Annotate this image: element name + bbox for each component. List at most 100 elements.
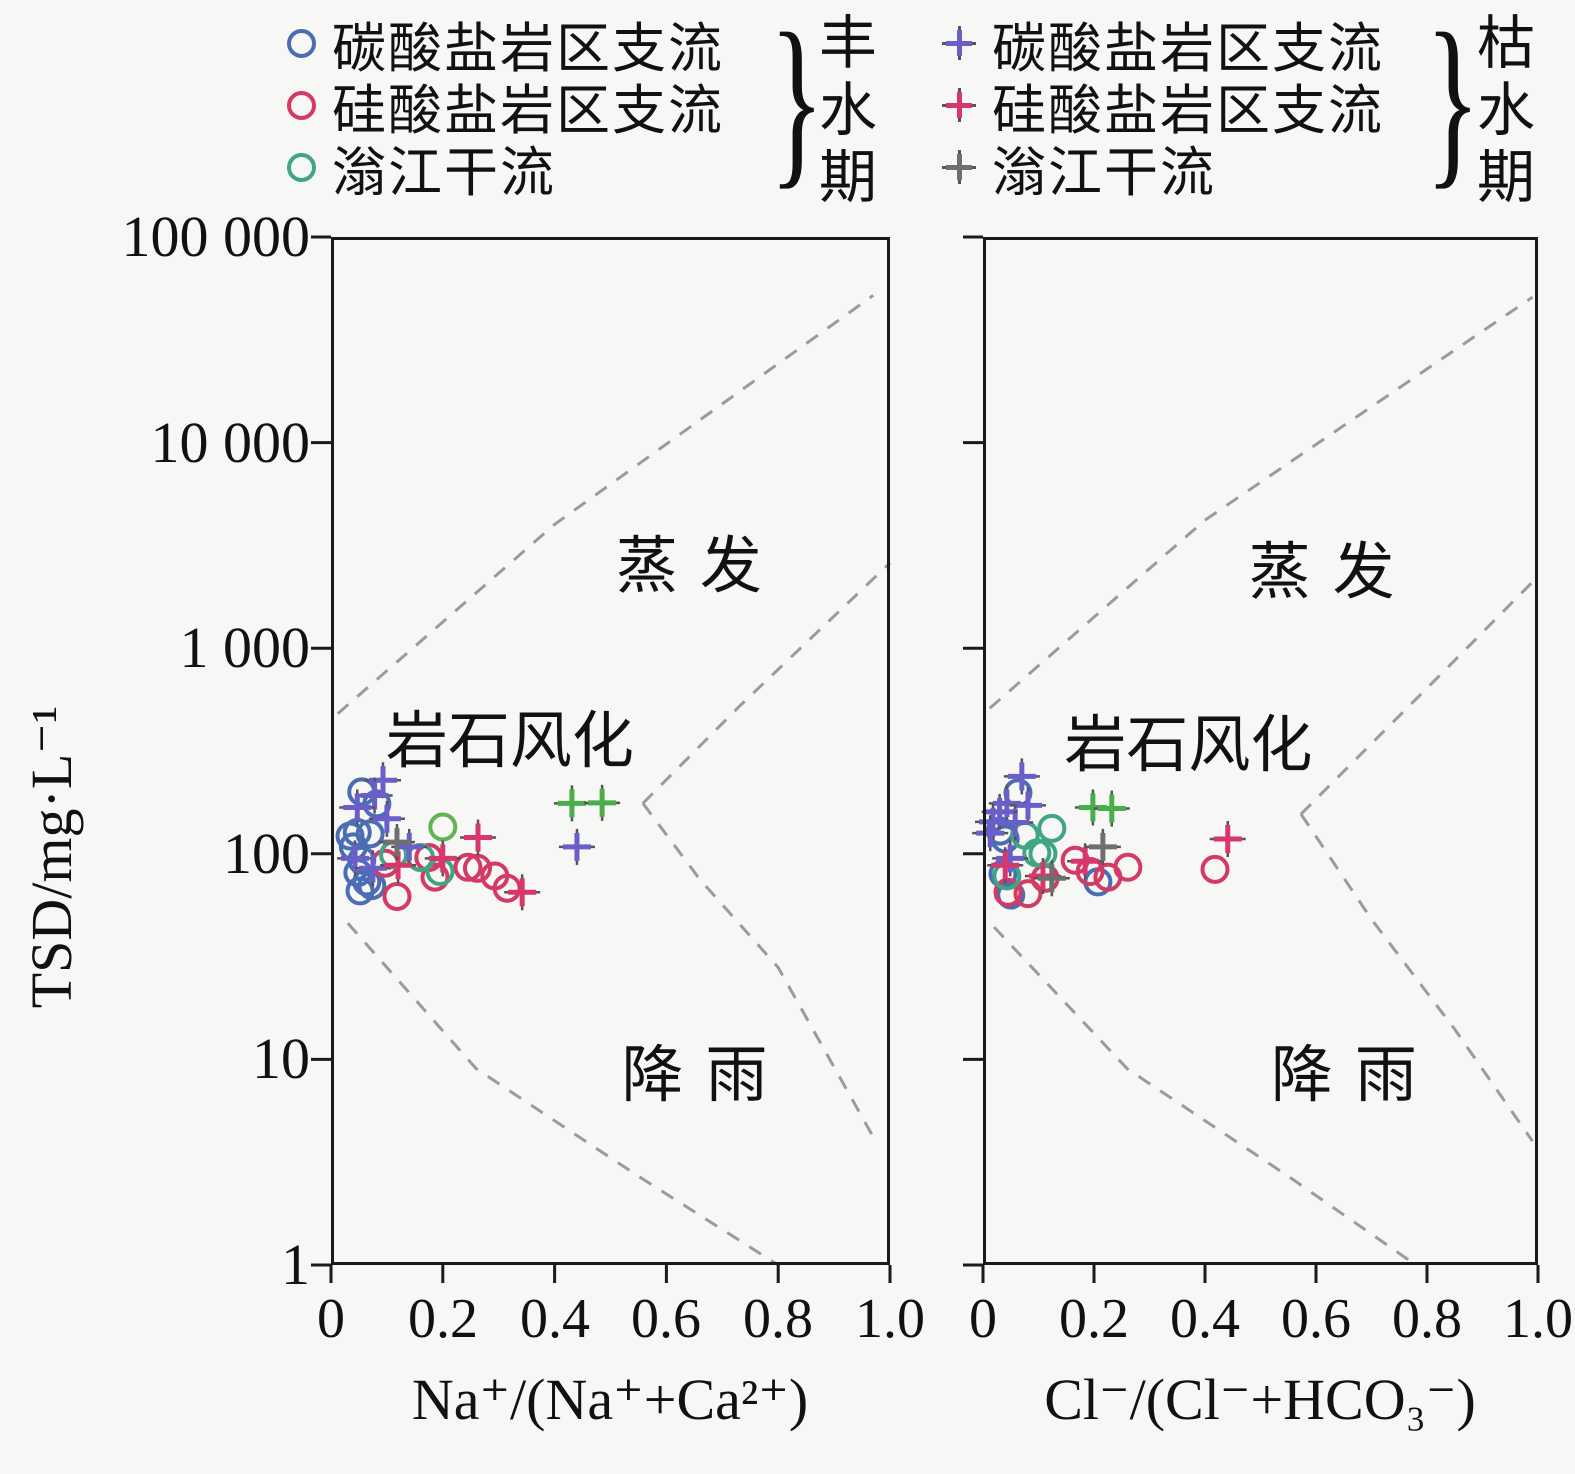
legend-row: 碳酸盐岩区支流 — [942, 12, 1384, 79]
data-point-plus — [356, 777, 393, 814]
legend-label: 滃江干流 — [992, 142, 1216, 203]
data-point-circle — [996, 880, 1026, 910]
zone-label: 降雨 — [621, 1041, 790, 1110]
legend-row: 硅酸盐岩区支流 — [942, 74, 1384, 141]
legend-row: 滃江干流 — [942, 136, 1384, 203]
data-point-plus — [972, 815, 1009, 852]
data-point-circle — [492, 873, 522, 903]
legend-row: 硅酸盐岩区支流 — [287, 74, 724, 141]
y-tick-label: 1 000 — [179, 615, 311, 680]
x-tick-label: 0.2 — [1059, 1288, 1129, 1350]
data-point-plus — [1033, 860, 1070, 897]
x-axis-title-left: Na⁺/(Na⁺+Ca²⁺) — [411, 1367, 809, 1432]
data-point-plus — [378, 824, 415, 861]
legend-brace: } — [769, 0, 825, 205]
data-point-circle — [428, 812, 458, 842]
y-tick-label: 100 — [223, 821, 310, 886]
data-point-circle — [1113, 852, 1143, 882]
x-tick-label: 0.6 — [1281, 1288, 1351, 1350]
data-point-plus — [337, 840, 374, 877]
data-point-plus — [354, 850, 391, 887]
plus-marker-icon — [942, 150, 976, 184]
y-tick-label: 10 000 — [150, 410, 311, 475]
data-point-circle — [382, 881, 412, 911]
legend-dry-season: 碳酸盐岩区支流 硅酸盐岩区支流 滃江干流 — [942, 12, 1384, 203]
data-point-plus — [339, 789, 376, 826]
data-point-plus — [504, 874, 541, 911]
x-tick-label: 0.6 — [631, 1288, 701, 1350]
gibbs-panel-right: 蒸发岩石风化降雨 — [963, 235, 1540, 1283]
data-point-plus — [553, 785, 590, 822]
y-tick-label: 10 — [252, 1026, 310, 1091]
panel-svg — [311, 235, 892, 1283]
x-axis-title-right: Cl⁻/(Cl⁻+HCO₃⁻) — [1044, 1367, 1476, 1432]
boundary-dashed-line-middle-lower-branch — [1299, 813, 1534, 1143]
panel-border — [331, 237, 890, 1265]
x-tick-label: 1.0 — [1503, 1288, 1573, 1350]
plus-marker-icon — [942, 26, 976, 60]
circle-marker-icon — [287, 152, 316, 182]
legend-label: 碳酸盐岩区支流 — [992, 18, 1384, 79]
data-point-plus — [1093, 790, 1130, 827]
y-tick-label: 1 — [281, 1232, 310, 1297]
zone-label: 岩石风化 — [385, 707, 634, 776]
data-point-plus — [584, 784, 621, 821]
boundary-dashed-line-middle-upper-branch — [641, 561, 892, 805]
data-point-plus — [1003, 758, 1040, 795]
x-tick-label: 0.4 — [1170, 1288, 1240, 1350]
data-point-circle — [1013, 879, 1043, 909]
data-point-plus — [368, 800, 405, 837]
zone-label: 降雨 — [1270, 1041, 1439, 1110]
x-tick-label: 1.0 — [855, 1288, 925, 1350]
data-point-plus — [981, 793, 1018, 830]
data-point-plus — [460, 819, 497, 856]
legend-label: 硅酸盐岩区支流 — [992, 80, 1384, 141]
boundary-dashed-line-middle-upper-branch — [1299, 580, 1534, 816]
boundary-dashed-line-lower-rainfall-line — [993, 926, 1417, 1267]
data-point-circle — [1037, 813, 1067, 843]
legend-label: 滃江干流 — [332, 142, 556, 203]
legend-row: 碳酸盐岩区支流 — [287, 12, 724, 79]
data-point-plus — [424, 840, 461, 877]
circle-marker-icon — [287, 28, 316, 58]
data-point-plus — [987, 847, 1024, 884]
zone-label: 岩石风化 — [1064, 712, 1313, 781]
panel-svg — [963, 235, 1540, 1283]
data-point-plus — [1084, 828, 1121, 865]
data-point-circle — [462, 853, 492, 883]
x-tick-label: 0.2 — [408, 1288, 478, 1350]
x-tick-label: 0 — [969, 1288, 997, 1350]
data-point-plus — [1067, 843, 1104, 880]
data-point-plus — [1209, 821, 1246, 858]
legend-group-dry: 枯水期 — [1476, 11, 1535, 210]
x-tick-label: 0.4 — [520, 1288, 590, 1350]
x-tick-label: 0 — [317, 1288, 345, 1350]
boundary-dashed-line-upper-evaporation-line — [336, 294, 875, 715]
data-point-circle — [420, 862, 450, 892]
x-tick-label: 0.8 — [743, 1288, 813, 1350]
data-point-circle — [345, 876, 375, 906]
data-point-circle — [453, 852, 483, 882]
legend-group-wet: 丰水期 — [818, 11, 877, 210]
gibbs-panel-left: 蒸发岩石风化降雨 — [311, 235, 892, 1283]
zone-label: 蒸发 — [615, 532, 784, 601]
data-point-circle — [1200, 854, 1230, 884]
boundary-dashed-line-upper-evaporation-line — [988, 295, 1534, 710]
panel-border — [983, 237, 1538, 1265]
data-point-plus — [997, 804, 1034, 841]
circle-marker-icon — [287, 90, 316, 120]
legend-row: 滃江干流 — [287, 136, 724, 203]
legend-wet-season: 碳酸盐岩区支流 硅酸盐岩区支流 滃江干流 — [287, 12, 724, 203]
plus-marker-icon — [942, 88, 976, 122]
zone-label: 蒸发 — [1248, 539, 1417, 608]
x-tick-label: 0.8 — [1392, 1288, 1462, 1350]
data-point-plus — [558, 828, 595, 865]
data-point-plus — [391, 828, 428, 865]
legend-label: 碳酸盐岩区支流 — [332, 18, 724, 79]
data-point-circle — [993, 877, 1023, 907]
y-axis-title: TSD/mg·L⁻¹ — [19, 705, 84, 1009]
boundary-dashed-line-lower-rainfall-line — [346, 922, 780, 1267]
legend-brace: } — [1425, 0, 1481, 205]
y-tick-label: 100 000 — [121, 204, 311, 269]
